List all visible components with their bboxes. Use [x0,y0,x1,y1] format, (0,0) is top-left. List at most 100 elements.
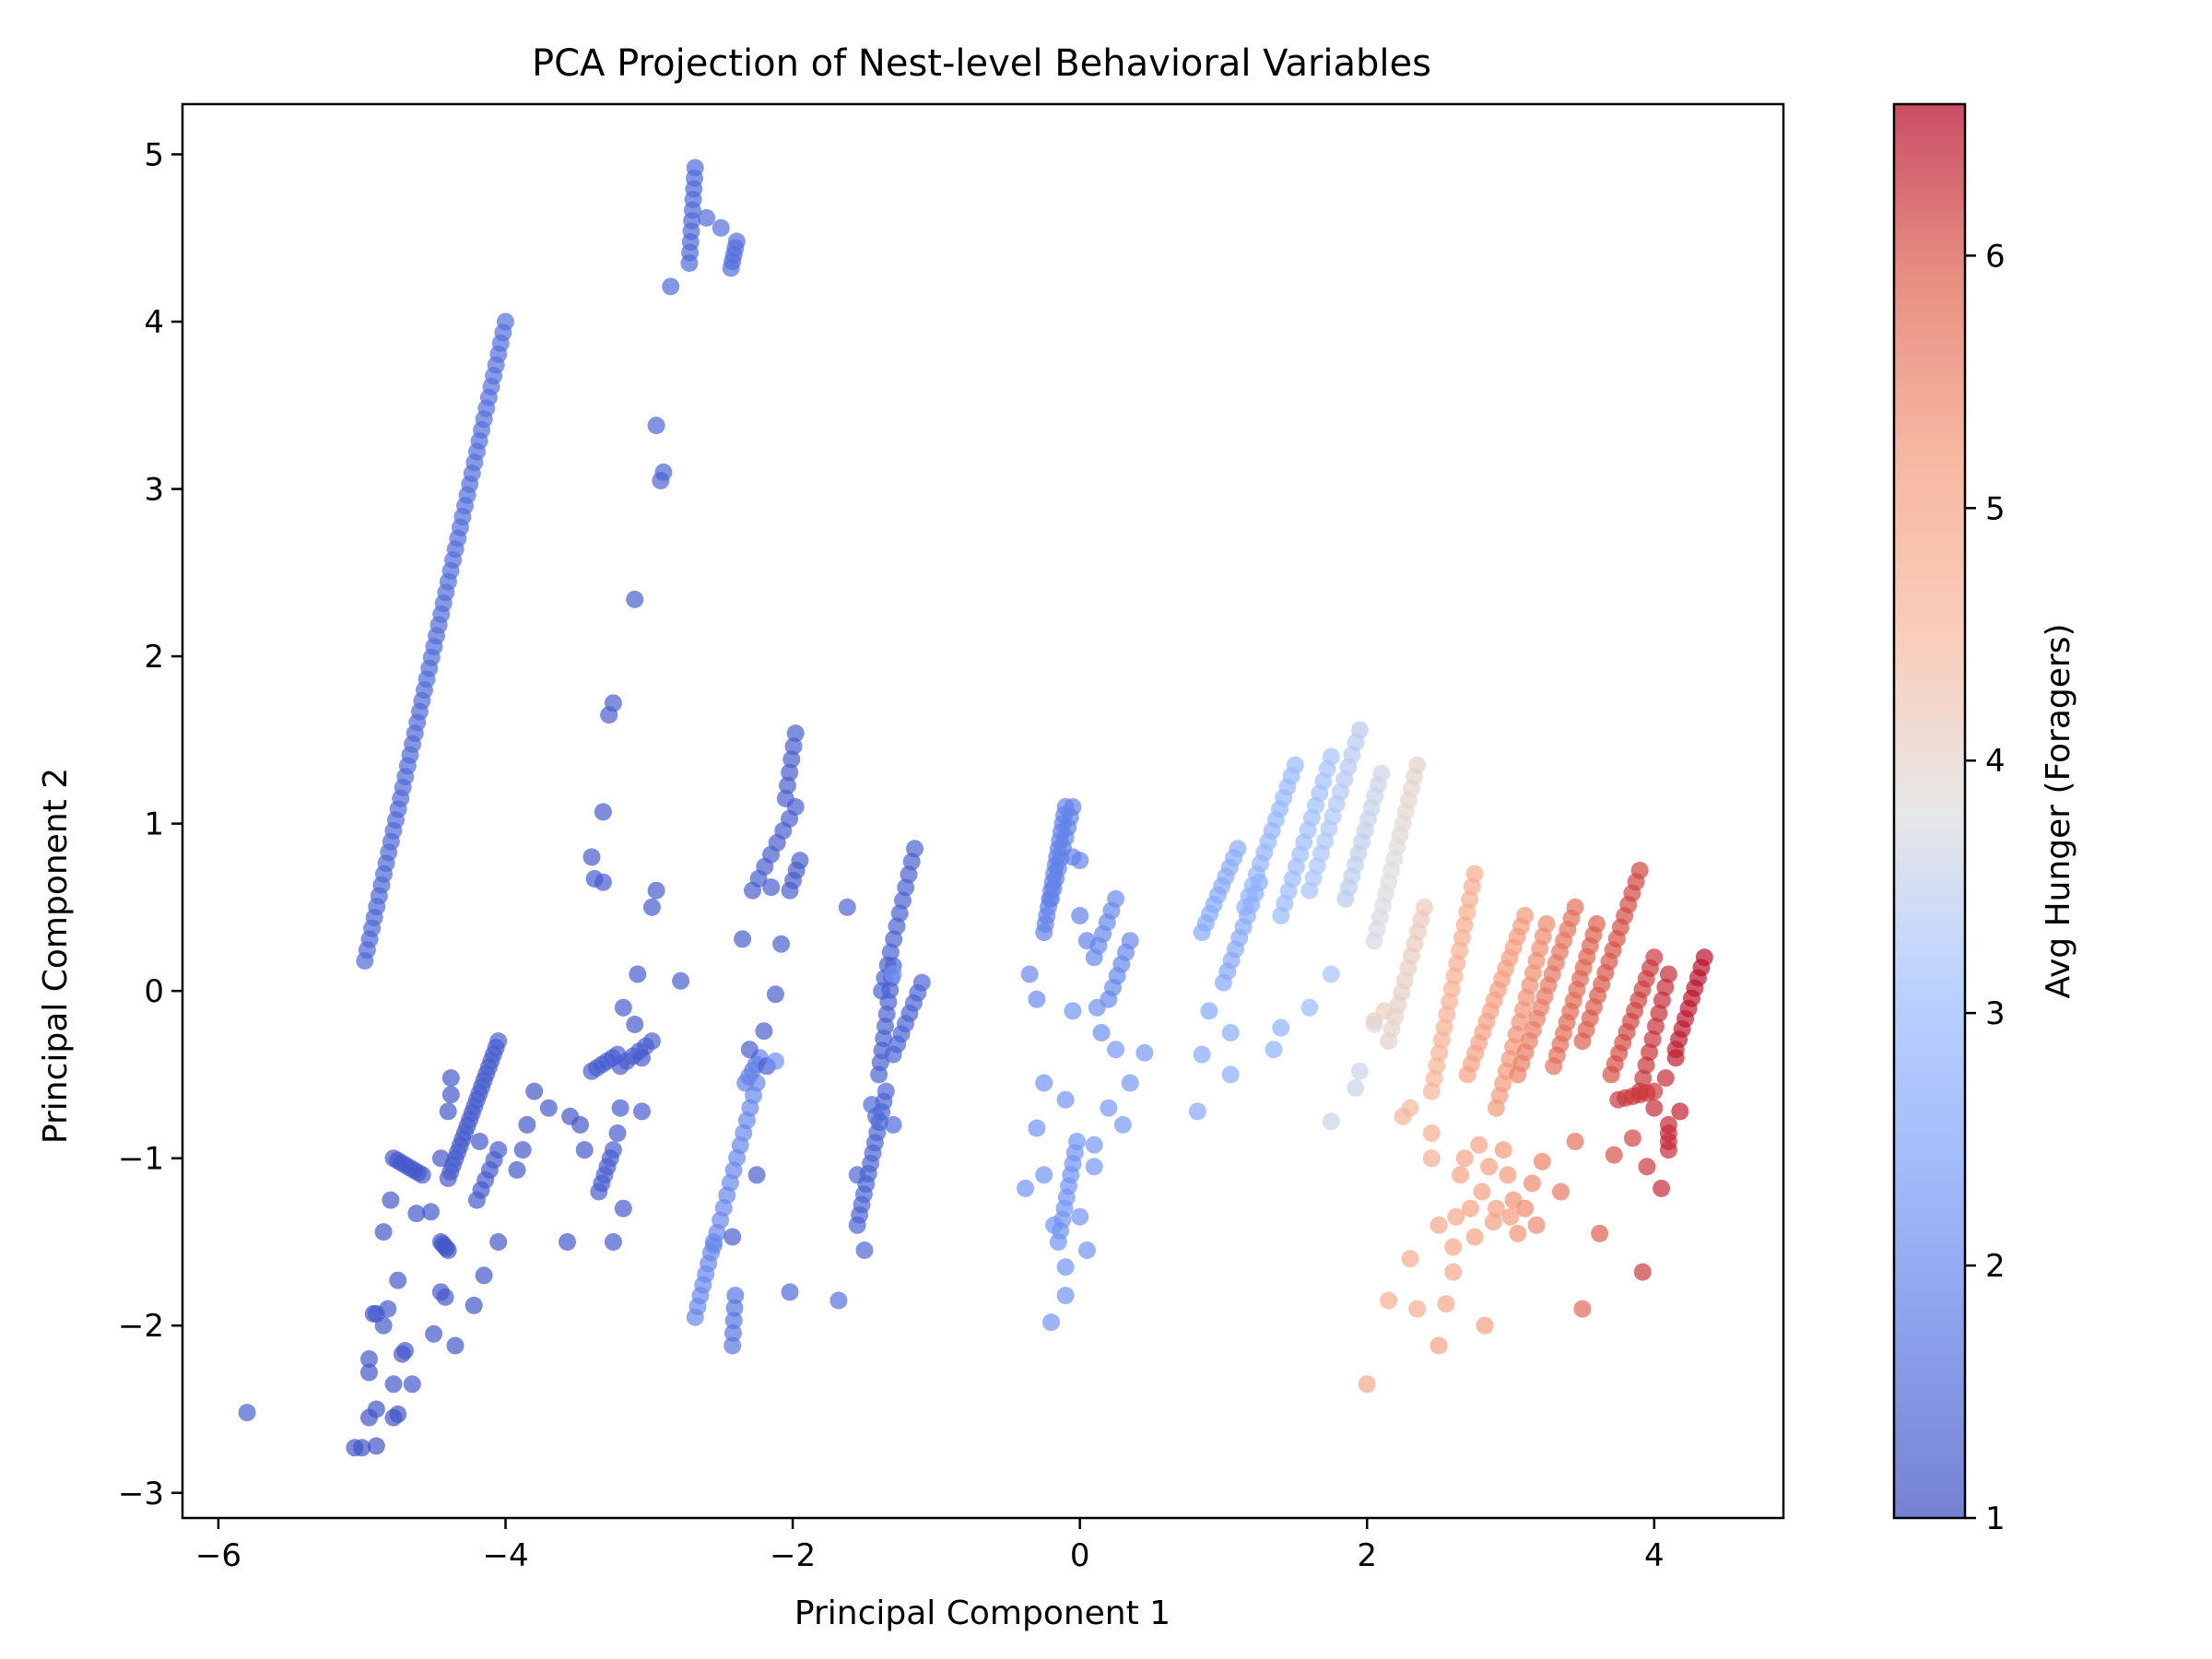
scatter-point [884,965,902,983]
scatter-point [611,1099,629,1117]
scatter-point [784,737,803,756]
scatter-point [884,1115,902,1134]
scatter-point [1358,1375,1376,1394]
scatter-point [1430,1336,1448,1355]
scatter-point [1447,1207,1465,1226]
scatter-point [1272,1018,1290,1037]
scatter-point [686,159,704,177]
scatter-point [877,1082,895,1100]
plot-frame [181,102,1785,1520]
scatter-point [1473,1182,1491,1201]
scatter-point [413,1166,431,1184]
scatter-point [724,1324,742,1342]
scatter-point [906,840,924,858]
scatter-point [698,208,716,227]
scatter-point [1671,1102,1689,1121]
scatter-point [594,873,612,891]
scatter-point [614,998,632,1017]
scatter-point [727,232,746,251]
scatter-point [1476,1316,1494,1335]
scatter-point [672,971,690,990]
scatter-point [712,218,730,237]
scatter-point [626,590,644,608]
y-tick-label: 0 [144,973,164,1010]
scatter-point [1322,1112,1340,1131]
scatter-point [1633,1263,1652,1281]
scatter-point [1487,1199,1505,1218]
y-tick-label: −2 [118,1308,164,1345]
scatter-point [367,1400,385,1418]
scatter-point [1573,1300,1592,1318]
scatter-point [782,750,801,769]
scatter-point [446,1336,465,1355]
colorbar-tick-label: 3 [1985,995,2006,1032]
scatter-point [374,1316,393,1335]
scatter-point [1100,1099,1118,1117]
scatter-point [1135,1043,1154,1062]
scatter-point [1523,1174,1541,1193]
scatter-point [740,1041,759,1059]
scatter-point [471,1133,488,1150]
colorbar-gradient [1894,104,1965,1518]
scatter-point [604,1233,622,1251]
scatter-point [1229,840,1247,858]
scatter-point [647,881,665,900]
scatter-point [489,1141,508,1159]
x-tick-label: 4 [1644,1537,1665,1574]
scatter-point [1035,1166,1053,1184]
scatter-point [1452,1166,1469,1184]
scatter-point [571,1115,589,1134]
scatter-point [766,985,784,1004]
scatter-point [1188,1102,1206,1121]
scatter-point [1068,1133,1086,1150]
scatter-point [384,1375,403,1394]
scatter-point [1064,798,1082,816]
scatter-point [604,1141,622,1159]
y-tick-label: 1 [144,806,164,843]
x-tick-label: −6 [195,1537,241,1574]
scatter-point [1634,1069,1653,1088]
x-tick-label: 2 [1357,1537,1377,1574]
scatter-point [1470,1135,1488,1154]
scatter-point [1408,1300,1427,1318]
scatter-point [353,1439,371,1457]
scatter-point [629,965,647,983]
scatter-point [425,1324,443,1343]
scatter-point [1121,1074,1139,1092]
scatter-point [830,1291,848,1310]
scatter-point [1056,1258,1075,1277]
scatter-point [766,1052,784,1070]
scatter-point [407,1205,426,1223]
scatter-point [1494,1141,1512,1159]
scatter-point [626,1016,644,1033]
scatter-point [724,1336,742,1355]
scatter-point [1042,1313,1060,1332]
scatter-point [724,1312,743,1330]
scatter-point [1077,932,1096,950]
scatter-point [1064,1002,1082,1020]
scatter-point [1501,1207,1520,1226]
scatter-point [1588,915,1606,933]
scatter-point [654,463,673,481]
scatter-point [465,1296,483,1314]
scatter-point [436,1288,454,1306]
scatter-point [539,1099,558,1117]
scatter-point [1480,1158,1499,1176]
scatter-point [513,1141,532,1159]
scatter-point [1350,721,1369,739]
scatter-point [1695,948,1713,967]
scatter-point [1322,965,1340,983]
scatter-point [776,789,794,807]
scatter-point [608,1124,627,1142]
scatter-point [1659,965,1677,983]
scatter-point [1533,1152,1551,1171]
scatter-point [838,898,856,916]
scatter-point [781,763,799,782]
scatter-point [747,1074,766,1092]
scatter-point [508,1160,526,1179]
colorbar-label: Avg Hunger (Foragers) [2040,623,2077,998]
colorbar-frame [1892,102,1967,1520]
scatter-point [1071,852,1089,870]
scatter-point [1085,1135,1103,1154]
scatter-point [1380,1291,1398,1310]
